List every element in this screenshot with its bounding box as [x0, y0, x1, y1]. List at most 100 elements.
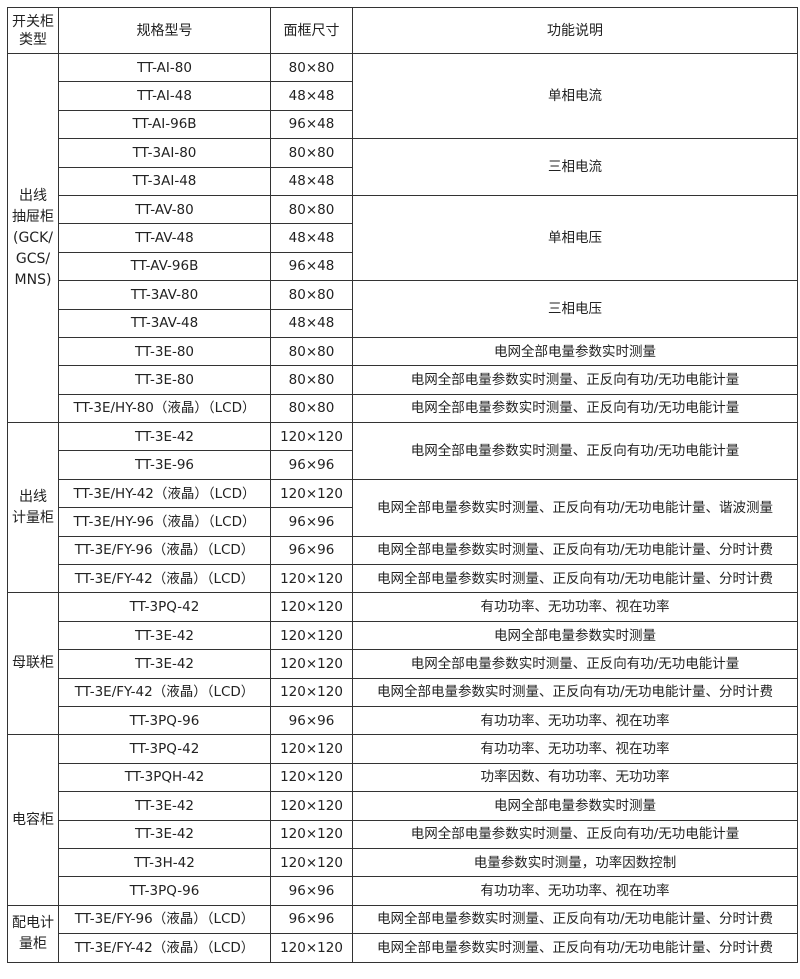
frame-size-cell: 120×120 [270, 620, 353, 651]
model-cell: TT-3PQ-42 [58, 592, 271, 622]
table-row: TT-3H-42 120×120 电量参数实时测量，功率因数控制 [8, 847, 798, 878]
frame-size-cell: 48×48 [270, 81, 353, 111]
table-row: TT-3PQ-96 96×96 有功功率、无功功率、视在功率 [8, 705, 798, 736]
model-cell: TT-3E-42 [58, 422, 271, 452]
cabinet-type-cell: 出线 计量柜 [7, 422, 59, 594]
table-row: TT-AV-96B 96×48 [8, 251, 798, 282]
table-row: TT-3E-42 120×120 电网全部电量参数实时测量 [8, 791, 798, 821]
table-row: TT-3E/HY-42（液晶）（LCD） 120×120 电网全部电量参数实时测量、… [8, 478, 798, 537]
table-row: TT-3E/HY-80（液晶）（LCD） 80×80 电网全部电量参数实时测量、正反… [8, 393, 798, 424]
model-cell: TT-3E-42 [58, 791, 271, 821]
function-cell: 电量参数实时测量，功率因数控制 [352, 847, 798, 878]
table-row: 出线 抽屉柜 (GCK/ GCS/ MNS) TT-AI-80 80×80 单相电流 [7, 52, 798, 424]
function-cell: 有功功率、无功功率、视在功率 [352, 734, 798, 764]
model-cell: TT-AI-96B [58, 109, 271, 140]
model-cell: TT-3E-80 [58, 336, 271, 367]
model-cell: TT-3E-42 [58, 819, 271, 849]
frame-size-cell: 120×120 [270, 677, 353, 707]
header-frame-size: 面框尺寸 [270, 7, 353, 54]
frame-size-cell: 80×80 [270, 138, 353, 168]
table-row: TT-3E-42 120×120 电网全部电量参数实时测量、正反向有功/无功电能计量 [8, 649, 798, 679]
frame-size-cell: 120×120 [270, 478, 353, 509]
model-cell: TT-3E-96 [58, 450, 271, 480]
function-cell: 三相电流 [352, 138, 798, 196]
function-cell: 电网全部电量参数实时测量、正反向有功/无功电能计量 [352, 819, 798, 849]
frame-size-cell: 120×120 [270, 933, 353, 963]
frame-size-cell: 120×120 [270, 564, 353, 594]
function-cell: 电网全部电量参数实时测量、正反向有功/无功电能计量、分时计费 [352, 904, 798, 935]
function-cell: 电网全部电量参数实时测量、正反向有功/无功电能计量 [352, 365, 798, 395]
model-cell: TT-3E-42 [58, 649, 271, 679]
table-row: 母联柜 TT-3PQ-42 120×120 有功功率、无功功率、视在功率 [7, 592, 798, 736]
function-cell: 电网全部电量参数实时测量 [352, 620, 798, 651]
table-row: TT-3E-80 80×80 电网全部电量参数实时测量 [8, 336, 798, 367]
frame-size-cell: 48×48 [270, 308, 353, 338]
frame-size-cell: 120×120 [270, 649, 353, 679]
model-cell: TT-3PQH-42 [58, 762, 271, 793]
table-row: 电容柜 TT-3PQ-42 120×120 有功功率、无功功率、视在功率 [7, 734, 798, 906]
table-row: TT-3PQH-42 120×120 功率因数、有功功率、无功功率 [8, 762, 798, 793]
model-cell: TT-3E/HY-80（液晶）（LCD） [58, 393, 271, 424]
function-cell: 电网全部电量参数实时测量、正反向有功/无功电能计量、分时计费 [352, 535, 798, 566]
table-row: TT-3E/FY-96（液晶）（LCD） 96×96 电网全部电量参数实时测量、正反… [8, 535, 798, 566]
header-model: 规格型号 [58, 7, 271, 54]
table-row: TT-3E-42 120×120 电网全部电量参数实时测量 [8, 620, 798, 651]
model-cell: TT-3PQ-42 [58, 734, 271, 764]
function-cell: 功率因数、有功功率、无功功率 [352, 762, 798, 793]
frame-size-cell: 96×96 [270, 904, 353, 935]
frame-size-cell: 80×80 [270, 393, 353, 424]
frame-size-cell: 120×120 [270, 762, 353, 793]
switchgear-meter-table: 开关柜 类型 规格型号 面框尺寸 功能说明 出线 抽屉柜 (GCK/ GCS/ … [7, 7, 798, 963]
model-cell: TT-3E-42 [58, 620, 271, 651]
table-row: TT-3E/FY-42（液晶）（LCD） 120×120 电网全部电量参数实时测量、… [8, 564, 798, 594]
table-row: TT-3AV-80 80×80 三相电压 [8, 280, 798, 338]
table-row: TT-3E/HY-96（液晶）（LCD） 96×96 [8, 507, 798, 537]
frame-size-cell: 120×120 [270, 734, 353, 764]
model-cell: TT-3H-42 [58, 847, 271, 878]
model-cell: TT-AV-96B [58, 251, 271, 282]
model-cell: TT-3E/HY-42（液晶）（LCD） [58, 478, 271, 509]
table-row: TT-3AV-48 48×48 [8, 308, 798, 338]
table-row: 出线 计量柜 TT-3E-42 120×120 电网全部电量参数实时测量、正反向有功/… [7, 422, 798, 594]
frame-size-cell: 48×48 [270, 166, 353, 196]
model-cell: TT-AI-48 [58, 81, 271, 111]
table-row: TT-AI-48 48×48 [8, 81, 798, 111]
table-row: TT-3E/FY-42（液晶）（LCD） 120×120 电网全部电量参数实时测量、… [8, 933, 798, 963]
model-cell: TT-3E/FY-42（液晶）（LCD） [58, 933, 271, 963]
table-row: TT-3E-80 80×80 电网全部电量参数实时测量、正反向有功/无功电能计量 [8, 365, 798, 395]
table-row: TT-AV-48 48×48 [8, 223, 798, 253]
frame-size-cell: 96×96 [270, 507, 353, 537]
frame-size-cell: 96×48 [270, 251, 353, 282]
model-cell: TT-3E/FY-96（液晶）（LCD） [58, 904, 271, 935]
table-body: 出线 抽屉柜 (GCK/ GCS/ MNS) TT-AI-80 80×80 单相电流 T… [7, 52, 798, 963]
frame-size-cell: 120×120 [270, 592, 353, 622]
table-row: TT-3E-96 96×96 [8, 450, 798, 480]
model-cell: TT-3E/FY-96（液晶）（LCD） [58, 535, 271, 566]
function-cell: 电网全部电量参数实时测量、正反向有功/无功电能计量 [352, 393, 798, 424]
frame-size-cell: 120×120 [270, 819, 353, 849]
function-cell: 电网全部电量参数实时测量、正反向有功/无功电能计量、分时计费 [352, 564, 798, 594]
function-cell: 三相电压 [352, 280, 798, 338]
model-cell: TT-AI-80 [58, 52, 271, 83]
function-cell: 有功功率、无功功率、视在功率 [352, 705, 798, 736]
frame-size-cell: 96×96 [270, 535, 353, 566]
function-cell: 电网全部电量参数实时测量 [352, 336, 798, 367]
model-cell: TT-3E/FY-42（液晶）（LCD） [58, 564, 271, 594]
model-cell: TT-3PQ-96 [58, 705, 271, 736]
model-cell: TT-AV-48 [58, 223, 271, 253]
header-function: 功能说明 [352, 7, 798, 54]
function-cell: 单相电压 [352, 194, 798, 282]
frame-size-cell: 80×80 [270, 52, 353, 83]
frame-size-cell: 80×80 [270, 280, 353, 310]
frame-size-cell: 80×80 [270, 365, 353, 395]
frame-size-cell: 96×96 [270, 876, 353, 906]
table-row: TT-3E/FY-42（液晶）（LCD） 120×120 电网全部电量参数实时测量、… [8, 677, 798, 707]
function-cell: 电网全部电量参数实时测量、正反向有功/无功电能计量、分时计费 [352, 933, 798, 963]
header-row: 开关柜 类型 规格型号 面框尺寸 功能说明 [7, 7, 798, 54]
frame-size-cell: 120×120 [270, 422, 353, 452]
table-row: 配电计 量柜 TT-3E/FY-96（液晶）（LCD） 96×96 电网全部电量参数实… [7, 904, 798, 963]
model-cell: TT-3AI-48 [58, 166, 271, 196]
frame-size-cell: 96×96 [270, 705, 353, 736]
table-row: TT-3AI-80 80×80 三相电流 [8, 138, 798, 196]
model-cell: TT-3AV-80 [58, 280, 271, 310]
